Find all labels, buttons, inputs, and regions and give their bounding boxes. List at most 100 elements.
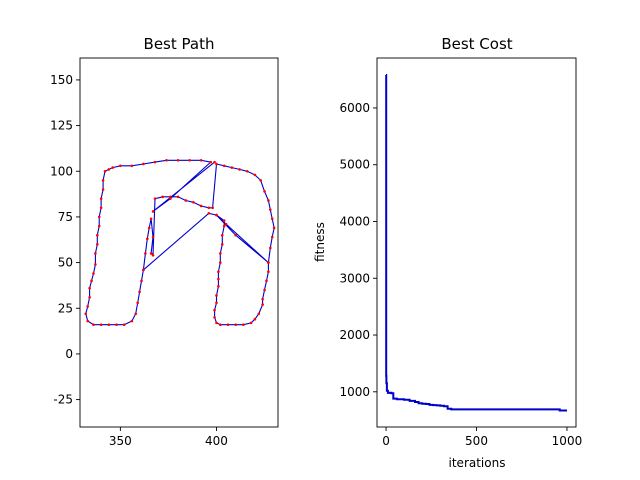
- best-cost-xtick-label: 1000: [552, 434, 583, 448]
- city-point: [253, 173, 257, 177]
- best-cost-title: Best Cost: [441, 35, 512, 53]
- best-cost-axes: Best Cost iterations fitness 0 500 1000 100…: [313, 35, 582, 470]
- city-point: [257, 312, 261, 316]
- city-point: [270, 217, 274, 221]
- city-point: [234, 323, 238, 327]
- city-point: [215, 213, 218, 217]
- city-point: [222, 164, 226, 168]
- city-point: [192, 201, 195, 204]
- best-cost-ylabel: fitness: [313, 222, 327, 262]
- city-point: [269, 246, 272, 250]
- city-point: [220, 243, 224, 246]
- city-point: [261, 303, 264, 306]
- city-point: [86, 319, 89, 323]
- city-point: [199, 204, 203, 208]
- city-point: [213, 308, 216, 312]
- city-point: [101, 179, 105, 182]
- city-point: [176, 158, 180, 162]
- best-cost-xtick-label: 500: [465, 434, 488, 448]
- city-point: [253, 317, 257, 321]
- city-point: [111, 166, 114, 169]
- city-point: [97, 224, 101, 228]
- city-point: [138, 290, 141, 294]
- city-point: [176, 195, 180, 199]
- city-point: [130, 319, 134, 323]
- city-point: [94, 263, 97, 266]
- city-point: [151, 253, 155, 257]
- city-point: [99, 323, 103, 327]
- best-path-ytick-label: 125: [50, 119, 73, 133]
- city-point: [207, 206, 211, 210]
- city-point: [88, 286, 91, 290]
- city-point: [249, 321, 253, 325]
- best-path-xtick-label: 400: [205, 434, 228, 448]
- city-point: [209, 160, 213, 164]
- city-point: [215, 294, 218, 297]
- city-point: [136, 301, 139, 305]
- city-point: [234, 233, 238, 237]
- city-point: [140, 279, 143, 283]
- city-point: [145, 237, 149, 241]
- best-path-ytick-label: 75: [58, 210, 73, 224]
- best-cost-ytick-label: 6000: [339, 101, 370, 115]
- best-path-ytick-label: 0: [65, 347, 73, 361]
- city-point: [144, 252, 147, 255]
- best-cost-ticks: 0 500 1000 1000 2000 3000 4000 5000 6000: [339, 101, 582, 448]
- city-point: [219, 323, 222, 327]
- city-point: [219, 252, 222, 255]
- best-path-ytick-label: 100: [50, 164, 73, 178]
- city-point: [188, 158, 191, 162]
- city-point: [115, 323, 118, 327]
- city-point: [92, 272, 95, 275]
- best-cost-xtick-label: 0: [382, 434, 390, 448]
- city-point: [88, 296, 91, 299]
- best-path-ticks: 350 400 -25 0 25 50 75 100 125 150: [50, 73, 228, 448]
- city-point: [169, 195, 172, 199]
- city-point: [94, 252, 97, 255]
- city-point: [184, 199, 188, 202]
- city-point: [261, 297, 264, 301]
- city-point: [222, 224, 226, 228]
- city-point: [161, 195, 164, 199]
- best-path-plot: [84, 158, 276, 327]
- best-path-ytick-label: -25: [53, 393, 73, 407]
- city-point: [219, 261, 222, 264]
- best-path-ytick-label: 50: [58, 256, 73, 270]
- city-point: [142, 162, 145, 166]
- city-point: [130, 164, 134, 168]
- city-point: [217, 270, 220, 274]
- city-point: [213, 160, 216, 164]
- best-cost-ytick-label: 5000: [339, 158, 370, 172]
- city-point: [245, 169, 249, 173]
- best-path-frame: [79, 57, 279, 428]
- city-point: [147, 226, 151, 230]
- city-point: [207, 211, 211, 215]
- city-point: [263, 190, 266, 193]
- city-point: [199, 158, 203, 162]
- city-point: [242, 323, 245, 327]
- city-point: [142, 268, 145, 272]
- city-point: [217, 277, 220, 281]
- city-point: [99, 197, 103, 200]
- best-cost-ytick-label: 4000: [339, 214, 370, 228]
- city-point: [238, 168, 241, 171]
- city-point: [272, 226, 276, 230]
- city-point: [267, 261, 270, 264]
- city-point: [267, 270, 270, 274]
- best-cost-plot: [385, 74, 567, 412]
- best-cost-line: [385, 74, 567, 412]
- city-point: [222, 219, 226, 222]
- best-path-ytick-label: 25: [58, 301, 73, 315]
- city-point: [169, 197, 172, 200]
- city-point: [215, 321, 218, 325]
- city-point: [211, 206, 214, 210]
- city-point: [215, 162, 218, 166]
- city-point: [217, 285, 220, 288]
- city-point: [96, 233, 99, 237]
- city-point: [134, 312, 138, 316]
- best-cost-xlabel: iterations: [449, 456, 506, 470]
- city-point: [103, 169, 107, 173]
- city-point: [259, 179, 262, 182]
- city-point: [122, 323, 126, 327]
